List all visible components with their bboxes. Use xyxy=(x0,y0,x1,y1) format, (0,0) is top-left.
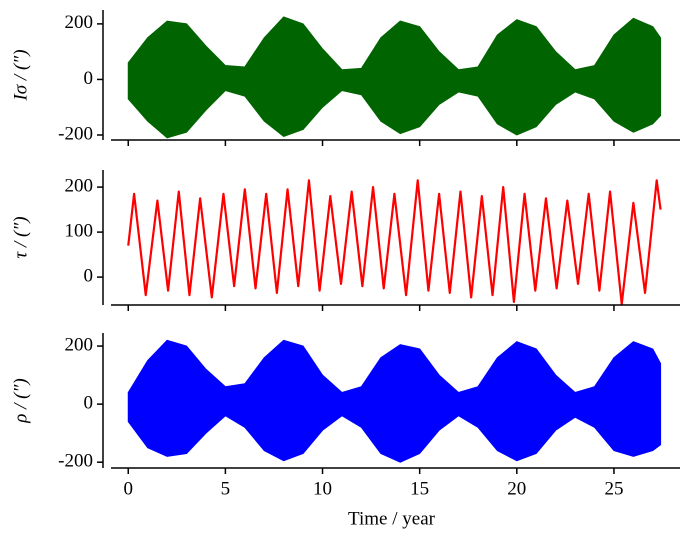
y-tick-label: 0 xyxy=(84,392,94,413)
y-tick-label: 200 xyxy=(65,175,94,196)
range-area xyxy=(127,339,662,463)
x-tick-label: 20 xyxy=(507,478,526,499)
y-axis-label: ρ / (″) xyxy=(10,378,31,423)
y-tick-label: 0 xyxy=(84,265,94,286)
x-tick-label: 0 xyxy=(124,478,134,499)
x-tick-label: 5 xyxy=(221,478,231,499)
x-tick-label: 25 xyxy=(604,478,623,499)
y-tick-label: 100 xyxy=(65,220,94,241)
x-tick-label: 15 xyxy=(410,478,429,499)
y-axis-label: τ / (″) xyxy=(10,216,31,258)
y-tick-label: -200 xyxy=(58,123,93,144)
x-tick-label: 10 xyxy=(313,478,332,499)
x-axis-label: Time / year xyxy=(348,508,436,529)
y-tick-label: 200 xyxy=(65,334,94,355)
y-tick-label: -200 xyxy=(58,451,93,472)
y-tick-label: 200 xyxy=(65,12,94,33)
range-area xyxy=(127,16,662,139)
y-axis-label: Iσ / (″) xyxy=(10,49,31,101)
line xyxy=(127,179,662,306)
y-tick-label: 0 xyxy=(84,68,94,89)
